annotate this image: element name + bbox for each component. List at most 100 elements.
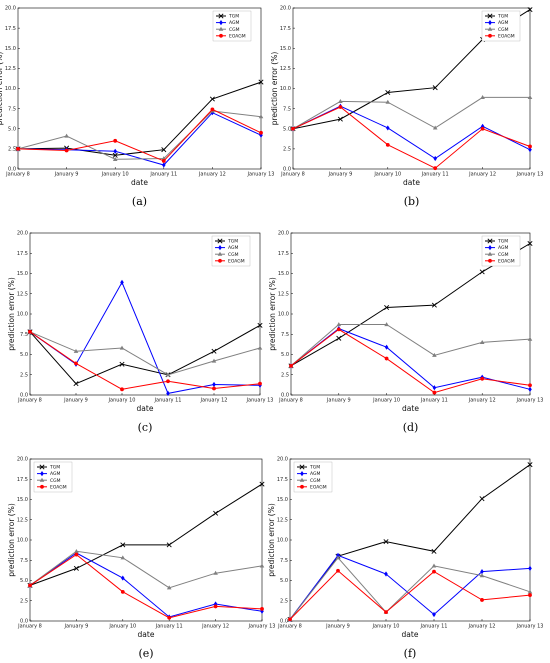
y-tick-label: 10.0 [17,538,28,544]
x-tick-label: January 8 [17,624,42,630]
chart-panel-d: 0.0 2.5 5.0 7.5 10.0 12.5 15.0 17.5 20.0 January … [268,231,543,434]
data-point-eoagm [74,552,79,557]
data-point-tgm [432,85,438,91]
data-point-agm [384,344,389,350]
y-tick-label: 2.5 [20,372,28,378]
data-point-tgm [166,542,172,548]
data-point-tgm [479,269,485,275]
series-line-tgm [29,483,263,586]
data-point-tgm [73,381,79,387]
y-tick-label: 15.0 [277,497,288,503]
series-line-cgm [290,324,531,367]
legend-marker [487,251,493,256]
data-point-eoagm [120,387,124,392]
y-tick-label: 17.5 [277,477,288,483]
x-tick-label: January 10 [373,172,401,178]
data-point-cgm [432,352,437,357]
legend-label: CGM [228,252,239,258]
y-tick-label: 12.5 [5,66,16,72]
series-line-tgm [29,324,261,385]
y-tick-label: 12.5 [17,291,28,297]
data-point-eoagm [289,363,293,368]
legend-marker [40,484,44,489]
legend-marker [488,245,492,251]
data-point-cgm [213,570,218,575]
data-point-eoagm [480,126,485,131]
legend-label: EOAGM [229,33,246,39]
legend-label: AGM [310,471,320,477]
data-point-cgm [335,555,341,560]
data-point-tgm [209,96,215,102]
data-point-cgm [527,336,533,341]
y-tick-label: 10.0 [280,86,291,92]
data-point-agm [433,155,437,162]
data-point-cgm [120,555,126,560]
legend-marker [487,13,493,19]
series-line-cgm [289,557,531,620]
data-point-eoagm [432,569,436,574]
legend-marker [218,13,224,19]
series-line-agm [289,554,531,620]
data-point-cgm [385,99,391,104]
y-tick-label: 5.0 [8,126,16,132]
data-point-tgm [527,7,533,13]
legend-marker [217,251,223,256]
y-tick-label: 10.0 [278,312,289,318]
data-point-cgm [479,339,485,344]
y-tick-label: 17.5 [17,477,28,483]
y-tick-label: 5.0 [281,352,289,358]
data-point-cgm [479,573,485,578]
data-point-eoagm [385,142,390,147]
y-tick-label: 10.0 [17,312,28,318]
panel-label: (d) [403,421,419,434]
data-point-eoagm [259,130,263,135]
legend-label: AGM [228,245,238,251]
data-point-cgm [257,345,263,350]
legend-marker [300,471,304,477]
y-tick-label: 5.0 [283,126,291,132]
legend-label: CGM [498,252,509,258]
data-point-cgm [431,563,437,568]
legend-label: TGM [497,239,508,245]
data-point-tgm [259,481,265,487]
data-point-tgm [385,90,391,96]
y-tick-label: 2.5 [281,372,289,378]
data-point-cgm [119,345,125,350]
y-tick-label: 12.5 [280,66,291,72]
data-point-cgm [527,94,533,99]
data-point-tgm [383,539,389,545]
data-point-cgm [166,585,172,590]
y-tick-label: 5.0 [20,352,28,358]
x-tick-label: January 12 [468,172,496,178]
data-point-agm [480,568,484,575]
legend-label: EOAGM [310,484,327,490]
y-tick-label: 0.0 [280,619,288,625]
legend-label: AGM [50,471,60,477]
legend-label: TGM [309,465,320,471]
series-line-cgm [292,96,530,130]
series-line-eoagm [29,331,261,390]
data-point-cgm [336,322,342,327]
y-tick-label: 20.0 [17,457,28,463]
x-axis-label: date [137,404,154,413]
legend-marker [300,484,304,489]
x-tick-label: January 11 [421,172,449,178]
chart-panel-e: 0.0 2.5 5.0 7.5 10.0 12.5 15.0 17.5 20.0 January … [7,457,275,660]
legend-marker [39,464,45,470]
data-point-tgm [257,322,263,328]
legend-label: EOAGM [228,258,245,264]
x-tick-label: January 8 [5,172,30,178]
data-point-agm [120,279,124,286]
data-point-eoagm [161,159,166,163]
panel-label: (f) [404,647,417,660]
data-point-eoagm [528,144,532,149]
data-point-tgm [258,79,264,85]
y-axis-label: prediction error (%) [7,503,16,577]
legend-label: TGM [49,465,60,471]
x-axis-label: date [402,404,419,413]
x-tick-label: January 9 [328,172,353,178]
data-point-cgm [259,563,265,568]
